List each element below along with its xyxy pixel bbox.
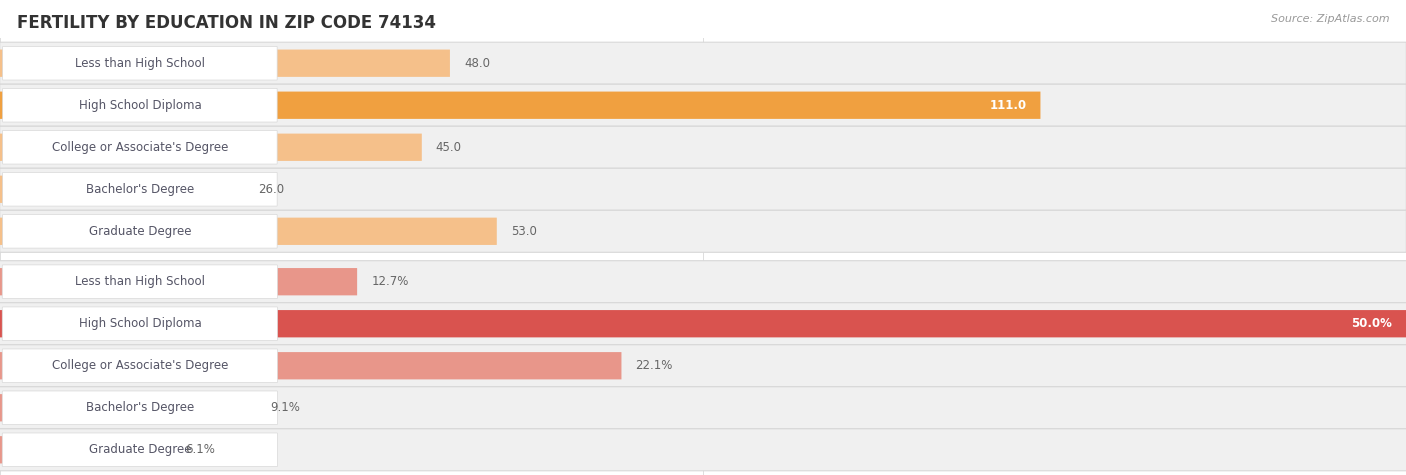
FancyBboxPatch shape bbox=[3, 215, 277, 248]
Text: 26.0: 26.0 bbox=[257, 183, 284, 196]
FancyBboxPatch shape bbox=[3, 131, 277, 164]
FancyBboxPatch shape bbox=[3, 307, 277, 341]
Text: High School Diploma: High School Diploma bbox=[79, 99, 201, 112]
FancyBboxPatch shape bbox=[0, 352, 621, 380]
Text: 22.1%: 22.1% bbox=[636, 359, 673, 372]
Text: 9.1%: 9.1% bbox=[270, 401, 299, 414]
Text: 53.0: 53.0 bbox=[510, 225, 537, 238]
FancyBboxPatch shape bbox=[0, 210, 1406, 252]
Text: Bachelor's Degree: Bachelor's Degree bbox=[86, 183, 194, 196]
FancyBboxPatch shape bbox=[0, 84, 1406, 126]
Text: Bachelor's Degree: Bachelor's Degree bbox=[86, 401, 194, 414]
Text: College or Associate's Degree: College or Associate's Degree bbox=[52, 141, 228, 154]
FancyBboxPatch shape bbox=[0, 394, 256, 421]
FancyBboxPatch shape bbox=[0, 218, 496, 245]
FancyBboxPatch shape bbox=[0, 436, 172, 464]
Text: Less than High School: Less than High School bbox=[75, 57, 205, 70]
FancyBboxPatch shape bbox=[0, 126, 1406, 168]
FancyBboxPatch shape bbox=[3, 349, 277, 382]
FancyBboxPatch shape bbox=[3, 265, 277, 298]
FancyBboxPatch shape bbox=[0, 176, 243, 203]
Text: 111.0: 111.0 bbox=[990, 99, 1026, 112]
FancyBboxPatch shape bbox=[0, 133, 422, 161]
FancyBboxPatch shape bbox=[0, 387, 1406, 429]
Text: 50.0%: 50.0% bbox=[1351, 317, 1392, 330]
FancyBboxPatch shape bbox=[0, 49, 450, 77]
FancyBboxPatch shape bbox=[3, 47, 277, 80]
FancyBboxPatch shape bbox=[0, 310, 1406, 337]
Text: FERTILITY BY EDUCATION IN ZIP CODE 74134: FERTILITY BY EDUCATION IN ZIP CODE 74134 bbox=[17, 14, 436, 32]
FancyBboxPatch shape bbox=[3, 172, 277, 206]
Text: College or Associate's Degree: College or Associate's Degree bbox=[52, 359, 228, 372]
FancyBboxPatch shape bbox=[3, 433, 277, 466]
Text: 12.7%: 12.7% bbox=[371, 275, 409, 288]
FancyBboxPatch shape bbox=[0, 42, 1406, 84]
FancyBboxPatch shape bbox=[0, 268, 357, 295]
Text: High School Diploma: High School Diploma bbox=[79, 317, 201, 330]
FancyBboxPatch shape bbox=[0, 261, 1406, 303]
Text: 48.0: 48.0 bbox=[464, 57, 489, 70]
Text: Graduate Degree: Graduate Degree bbox=[89, 443, 191, 456]
FancyBboxPatch shape bbox=[0, 92, 1040, 119]
FancyBboxPatch shape bbox=[0, 303, 1406, 345]
FancyBboxPatch shape bbox=[3, 88, 277, 122]
Text: Source: ZipAtlas.com: Source: ZipAtlas.com bbox=[1271, 14, 1389, 24]
FancyBboxPatch shape bbox=[3, 391, 277, 425]
Text: 45.0: 45.0 bbox=[436, 141, 461, 154]
Text: 6.1%: 6.1% bbox=[186, 443, 215, 456]
FancyBboxPatch shape bbox=[0, 345, 1406, 387]
FancyBboxPatch shape bbox=[0, 429, 1406, 471]
Text: Less than High School: Less than High School bbox=[75, 275, 205, 288]
FancyBboxPatch shape bbox=[0, 168, 1406, 210]
Text: Graduate Degree: Graduate Degree bbox=[89, 225, 191, 238]
